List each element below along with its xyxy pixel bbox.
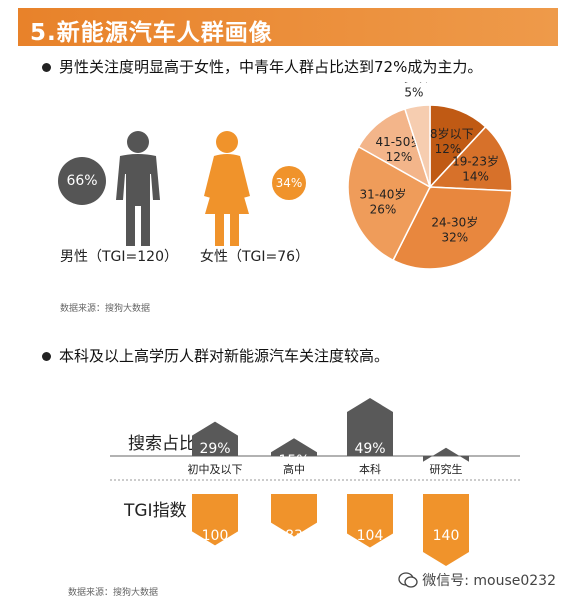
search-value-label: 15%	[278, 453, 309, 469]
pie-category-label: 31-40岁	[359, 186, 406, 201]
section2-bullet: 本科及以上高学历人群对新能源汽车关注度较高。	[42, 345, 389, 366]
tgi-bar	[347, 494, 393, 548]
pie-value-label: 14%	[462, 169, 489, 183]
pie-value-label: 32%	[441, 230, 468, 244]
female-figure-icon	[204, 131, 250, 246]
pie-category-label: 50岁以上	[388, 82, 439, 84]
pie-value-label: 5%	[404, 85, 423, 99]
bullet-dot-icon	[42, 352, 51, 361]
wechat-icon	[398, 572, 418, 588]
search-bar	[347, 398, 393, 456]
tgi-index-label: TGI指数	[123, 501, 187, 521]
male-figure-icon	[116, 131, 160, 246]
female-pct-circle: 34%	[272, 166, 306, 200]
search-bar	[192, 421, 238, 456]
tgi-value-label: 100	[202, 528, 229, 544]
pie-category-label: 19-23岁	[452, 153, 499, 168]
pie-slice	[392, 186, 513, 270]
pie-value-label: 12%	[435, 142, 462, 156]
search-share-label: 搜索占比	[128, 434, 196, 454]
male-pct-circle: 66%	[58, 157, 106, 205]
age-pie-chart: 18岁以下12%19-23岁14%24-30岁32%31-40岁26%41-50…	[347, 82, 513, 270]
education-chart: 搜索占比 29% 初中及以下 100 15%高中 83 49% 本科 104 7%研究生 140 TG…	[110, 398, 520, 566]
female-pct: 34%	[275, 176, 303, 190]
page-title: 5.新能源汽车人群画像	[30, 20, 273, 46]
category-label: 本科	[359, 462, 381, 476]
search-bar	[423, 447, 469, 462]
title-banner: 5.新能源汽车人群画像	[18, 8, 558, 46]
search-value-label: 7%	[435, 463, 457, 479]
pie-category-label: 41-50岁	[375, 134, 422, 149]
wechat-watermark: 微信号: mouse0232	[398, 570, 556, 590]
search-value-label: 49%	[354, 441, 385, 457]
search-bar	[271, 438, 317, 456]
watermark-text: 微信号: mouse0232	[422, 573, 556, 589]
pie-slice	[403, 104, 431, 188]
male-pct: 66%	[66, 173, 98, 189]
pie-slice	[428, 125, 513, 192]
tgi-value-label: 104	[357, 528, 384, 544]
male-label: 男性（TGI=120）	[60, 249, 178, 265]
pie-slice	[429, 104, 487, 189]
tgi-bar	[271, 494, 317, 537]
search-value-label: 29%	[199, 441, 230, 457]
pie-slice	[357, 107, 432, 189]
tgi-value-label: 140	[433, 528, 460, 544]
pie-value-label: 12%	[386, 150, 413, 164]
category-label: 初中及以下	[188, 462, 243, 476]
tgi-bar	[192, 494, 238, 546]
section1-bullet: 男性关注度明显高于女性，中青年人群占比达到72%成为主力。	[42, 56, 482, 77]
category-label: 研究生	[430, 462, 463, 476]
category-label: 高中	[283, 462, 305, 476]
tgi-value-label: 83	[285, 528, 303, 544]
source-note-2: 数据来源：搜狗大数据	[68, 588, 159, 598]
pie-category-label: 24-30岁	[431, 214, 478, 229]
section1-text: 男性关注度明显高于女性，中青年人群占比达到72%成为主力。	[59, 58, 483, 76]
source-note: 数据来源：搜狗大数据	[60, 304, 151, 314]
pie-slice	[347, 145, 431, 262]
section2-text: 本科及以上高学历人群对新能源汽车关注度较高。	[59, 347, 390, 365]
bullet-dot-icon	[42, 63, 51, 72]
tgi-bar	[423, 494, 469, 566]
female-label: 女性（TGI=76）	[200, 249, 310, 265]
pie-value-label: 26%	[370, 202, 397, 216]
pie-category-label: 18岁以下	[422, 126, 473, 141]
